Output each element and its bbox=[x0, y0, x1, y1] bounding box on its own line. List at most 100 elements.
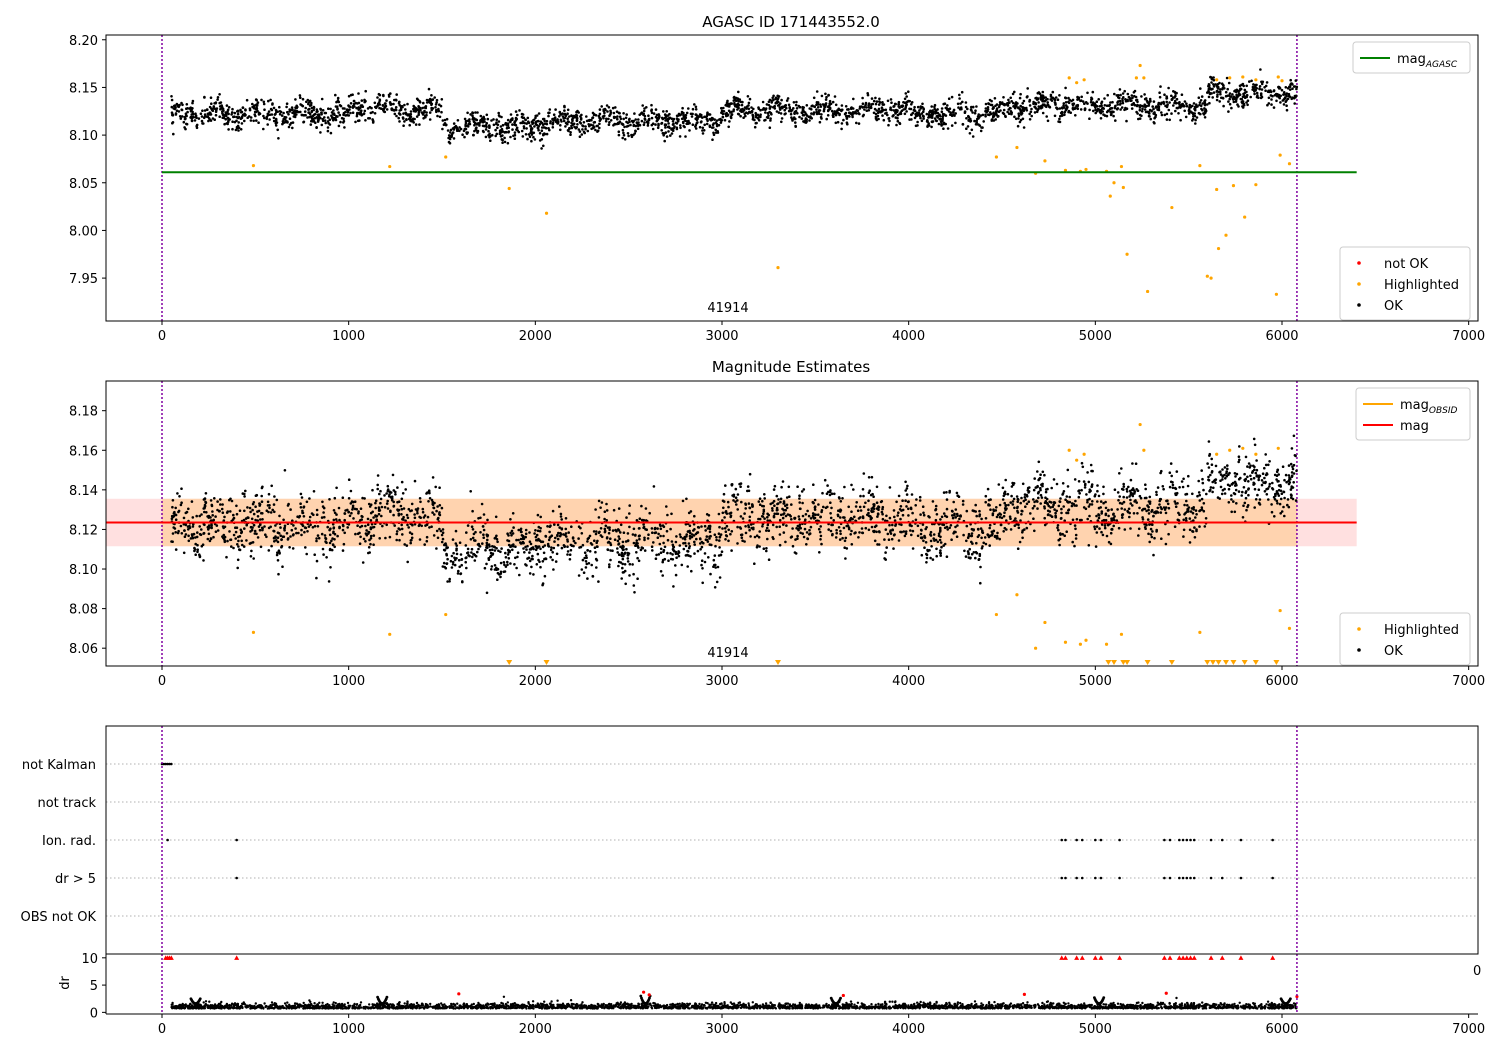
agasc-ok-point bbox=[513, 131, 517, 134]
estimates-ok-point bbox=[401, 533, 404, 536]
estimates-ok-point bbox=[243, 527, 246, 530]
estimates-ok-point bbox=[410, 538, 413, 542]
agasc-ok-point bbox=[837, 107, 840, 111]
agasc-highlighted-point bbox=[1216, 246, 1221, 251]
agasc-ok-point bbox=[1243, 96, 1247, 99]
estimates-ok-point bbox=[410, 532, 414, 536]
agasc-ok-point bbox=[406, 102, 409, 106]
estimates-ok-point bbox=[665, 505, 668, 508]
estimates-ok-point bbox=[843, 485, 846, 489]
estimates-ok-point bbox=[721, 519, 724, 522]
agasc-ok-point bbox=[634, 129, 637, 133]
agasc-ok-point bbox=[961, 100, 964, 104]
estimates-ok-point bbox=[431, 476, 435, 479]
estimates-ok-point bbox=[256, 510, 259, 513]
agasc-ok-point bbox=[233, 111, 237, 115]
estimates-ok-point bbox=[876, 543, 879, 546]
estimates-ok-point bbox=[750, 526, 753, 530]
agasc-ok-point bbox=[629, 123, 632, 127]
agasc-ok-point bbox=[422, 101, 425, 105]
agasc-ok-point bbox=[1121, 92, 1125, 95]
estimates-ok-point bbox=[725, 524, 729, 528]
agasc-ok-point bbox=[684, 135, 687, 138]
agasc-ok-point bbox=[884, 112, 887, 115]
estimates-ok-point bbox=[350, 511, 353, 515]
estimates-ok-point bbox=[541, 560, 545, 563]
agasc-ok-point bbox=[818, 120, 822, 124]
estimates-ok-point bbox=[504, 551, 507, 555]
agasc-ok-point bbox=[588, 119, 591, 122]
estimates-ok-point bbox=[512, 526, 515, 529]
estimates-ok-point bbox=[577, 525, 581, 528]
agasc-ok-point bbox=[347, 114, 351, 117]
estimates-ok-point bbox=[557, 531, 560, 535]
agasc-ok-point bbox=[1009, 107, 1012, 110]
estimates-ok-point bbox=[753, 535, 757, 539]
estimates-ok-point bbox=[229, 510, 232, 513]
agasc-ok-point bbox=[1193, 108, 1197, 112]
agasc-ok-point bbox=[582, 121, 586, 124]
estimates-ok-point bbox=[582, 571, 586, 574]
estimates-ok-point bbox=[790, 503, 793, 506]
agasc-ok-point bbox=[213, 102, 216, 105]
agasc-ok-point bbox=[725, 111, 728, 115]
agasc-ok-point bbox=[621, 136, 624, 140]
agasc-ok-point bbox=[563, 112, 567, 116]
estimates-ok-point bbox=[841, 497, 844, 500]
agasc-ok-point bbox=[817, 109, 821, 112]
agasc-ok-point bbox=[275, 121, 279, 124]
agasc-ok-point bbox=[533, 138, 537, 141]
estimates-ok-point bbox=[392, 500, 396, 504]
agasc-ok-point bbox=[1106, 93, 1109, 97]
estimates-ok-point bbox=[395, 532, 399, 536]
agasc-ok-point bbox=[650, 103, 653, 107]
agasc-ok-point bbox=[402, 117, 405, 120]
estimates-ok-point bbox=[843, 519, 847, 522]
agasc-ok-point bbox=[1136, 103, 1139, 107]
agasc-ok-point bbox=[504, 121, 508, 125]
agasc-ok-point bbox=[815, 101, 819, 104]
agasc-ok-point bbox=[789, 112, 793, 116]
estimates-ok-point bbox=[347, 510, 351, 514]
estimates-ok-point bbox=[514, 545, 517, 548]
agasc-ok-point bbox=[1252, 83, 1255, 86]
estimates-ok-point bbox=[659, 570, 663, 573]
estimates-ok-point bbox=[480, 502, 484, 506]
agasc-ok-point bbox=[995, 107, 999, 110]
estimates-ok-point bbox=[625, 547, 628, 551]
estimates-ok-point bbox=[584, 554, 588, 557]
agasc-ok-point bbox=[916, 120, 919, 124]
estimates-ok-point bbox=[191, 525, 195, 528]
agasc-ok-point bbox=[609, 111, 613, 114]
agasc-ok-point bbox=[352, 104, 355, 108]
agasc-ok-point bbox=[315, 108, 319, 111]
estimates-ok-point bbox=[322, 506, 326, 510]
estimates-ok-point bbox=[813, 505, 817, 509]
estimates-ok-point bbox=[416, 509, 419, 512]
agasc-ok-point bbox=[384, 104, 388, 108]
agasc-ok-point bbox=[733, 97, 737, 101]
agasc-ok-point bbox=[1017, 112, 1020, 115]
agasc-ok-point bbox=[1216, 83, 1220, 86]
agasc-ok-point bbox=[849, 111, 852, 115]
agasc-ok-point bbox=[798, 105, 802, 109]
agasc-ok-point bbox=[646, 122, 650, 125]
agasc-ok-point bbox=[729, 116, 733, 120]
estimates-ok-point bbox=[431, 511, 434, 514]
agasc-ok-point bbox=[547, 111, 550, 115]
estimates-ok-point bbox=[490, 568, 493, 571]
agasc-ok-point bbox=[1144, 97, 1148, 100]
agasc-ok-point bbox=[764, 108, 768, 111]
estimates-ok-point bbox=[245, 539, 248, 542]
agasc-ok-point bbox=[390, 107, 394, 110]
estimates-ok-point bbox=[541, 582, 545, 585]
estimates-ok-point bbox=[401, 492, 405, 495]
agasc-ok-point bbox=[378, 103, 382, 106]
estimates-ok-point bbox=[418, 538, 422, 541]
agasc-ok-point bbox=[495, 118, 499, 121]
agasc-ok-point bbox=[1294, 79, 1298, 82]
agasc-ok-point bbox=[957, 106, 960, 109]
estimates-ok-point bbox=[430, 498, 434, 502]
agasc-ok-point bbox=[1012, 105, 1016, 108]
agasc-ok-point bbox=[876, 111, 880, 114]
